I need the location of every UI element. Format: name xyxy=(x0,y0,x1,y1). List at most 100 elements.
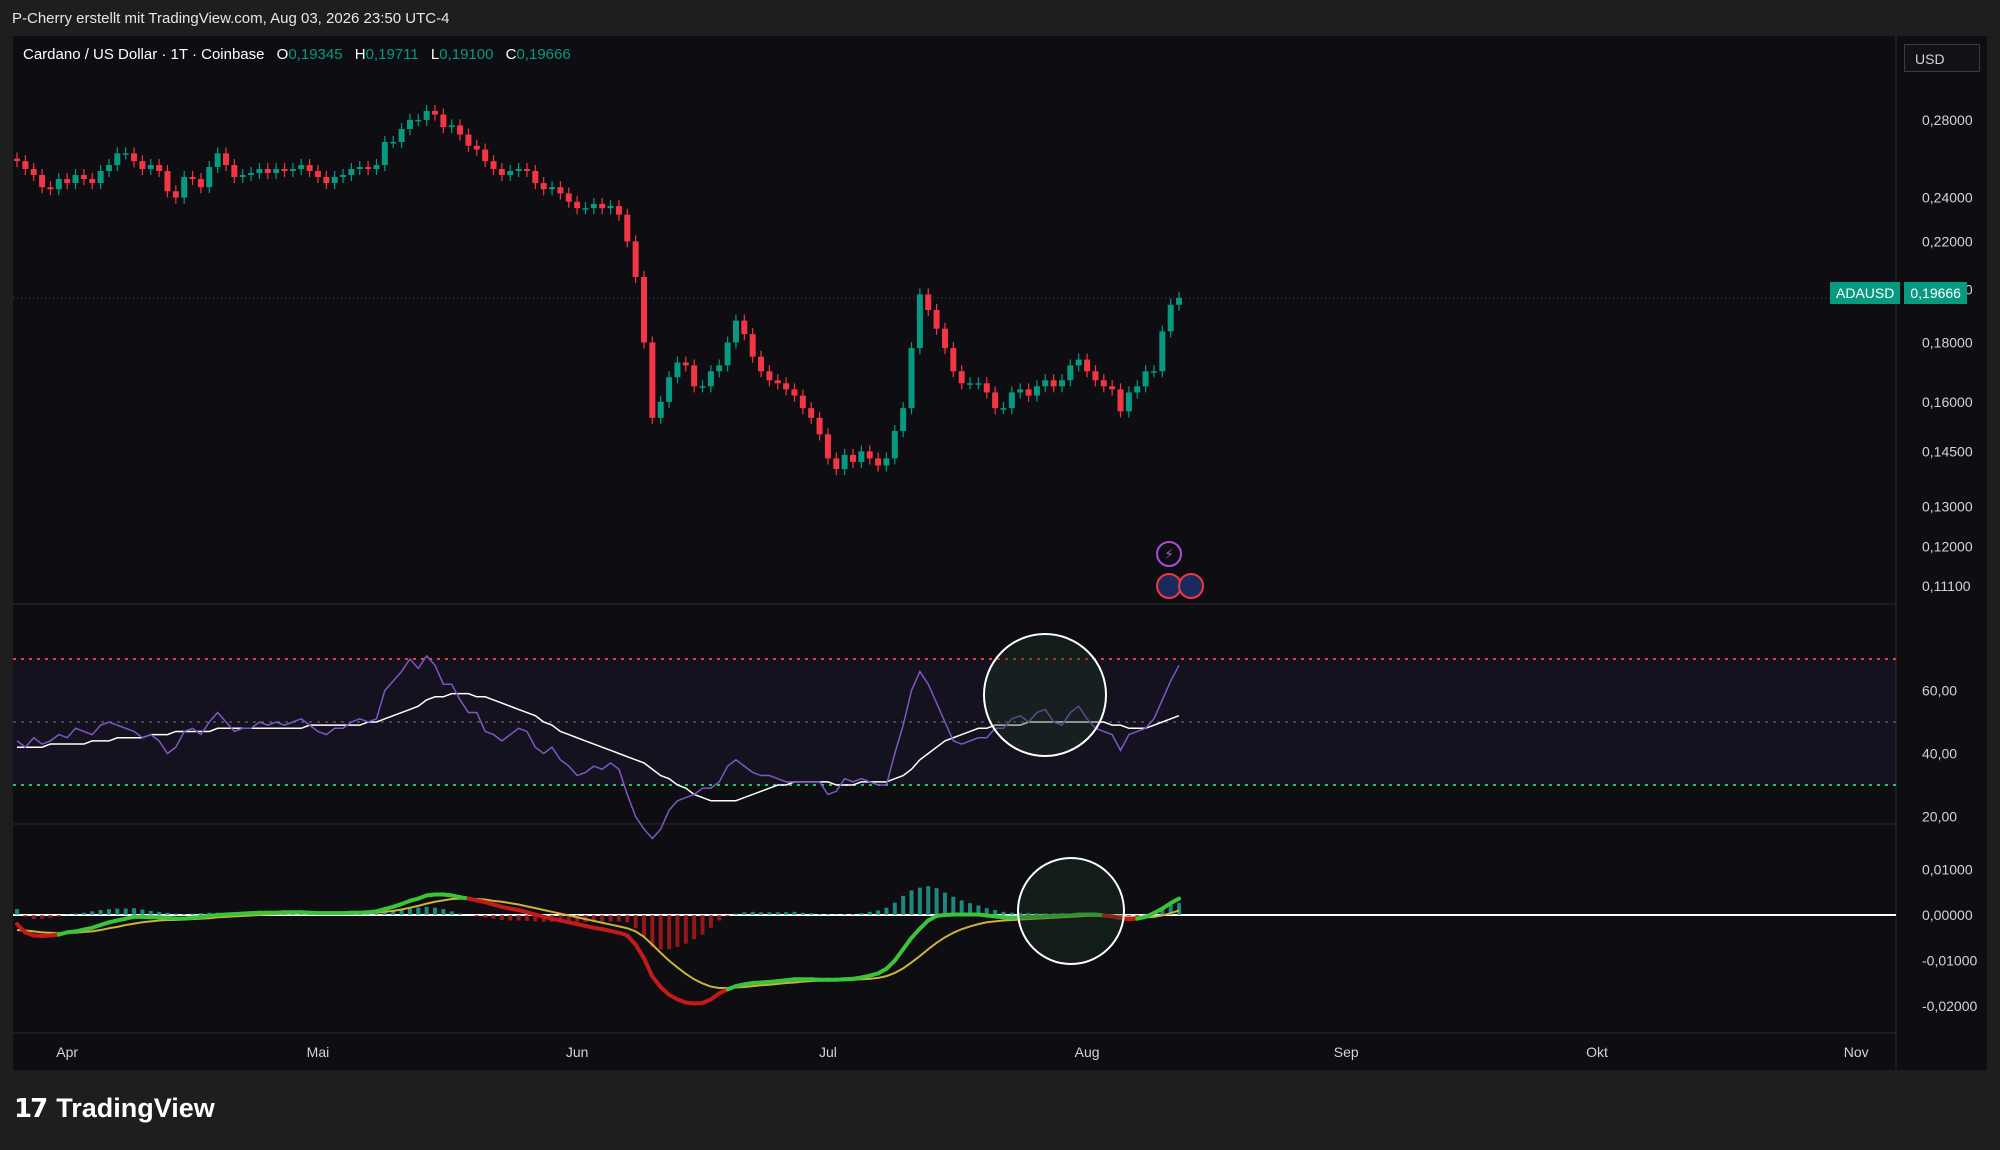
candle-body xyxy=(281,169,288,171)
candle-body xyxy=(105,165,112,171)
macd-histogram-bar xyxy=(207,912,212,915)
time-axis-label: Jul xyxy=(819,1044,837,1060)
currency-button[interactable]: USD xyxy=(1904,44,1980,72)
macd-histogram-bar xyxy=(842,914,847,915)
candle-body xyxy=(156,165,163,171)
candle-body xyxy=(1059,380,1065,387)
candle-body xyxy=(850,454,856,462)
rsi-ma-line xyxy=(17,692,1180,802)
candle-body xyxy=(231,165,238,178)
macd-histogram-bar xyxy=(733,913,738,915)
chart-canvas[interactable]: 0,280000,240000,220000,200000,180000,160… xyxy=(13,36,1987,1070)
macd-axis-label: -0,01000 xyxy=(1922,953,1977,969)
macd-histogram-bar xyxy=(633,915,638,929)
candle-body xyxy=(14,158,20,162)
macd-axis-label: -0,02000 xyxy=(1922,998,1977,1014)
macd-histogram-bar xyxy=(942,892,947,915)
candle-body xyxy=(390,141,397,144)
time-axis-label: Apr xyxy=(56,1044,78,1060)
candle-body xyxy=(791,389,798,396)
macd-histogram-bar xyxy=(725,915,730,917)
macd-histogram-bar xyxy=(1001,911,1006,915)
candle-body xyxy=(1092,371,1099,381)
macd-histogram-bar xyxy=(1043,913,1048,915)
candle-body xyxy=(1084,359,1091,372)
candle-body xyxy=(331,177,338,184)
candle-body xyxy=(473,145,480,150)
close-value: 0,19666 xyxy=(516,46,571,63)
candle-body xyxy=(264,169,271,173)
candle-body xyxy=(356,167,363,170)
candle-body xyxy=(498,169,505,175)
candle-body xyxy=(1067,365,1074,381)
price-axis-label: 0,28000 xyxy=(1922,112,1973,128)
chart-credit: P-Cherry erstellt mit TradingView.com, A… xyxy=(12,10,450,27)
macd-histogram-bar xyxy=(40,915,45,919)
rsi-line xyxy=(16,654,1180,840)
macd-histogram-bar xyxy=(876,910,881,915)
candle-body xyxy=(273,169,280,173)
candle-body xyxy=(691,365,698,387)
candle-body xyxy=(858,451,865,462)
price-axis-label: 0,11100 xyxy=(1922,578,1971,594)
macd-histogram-bar xyxy=(667,915,672,950)
macd-histogram-bar xyxy=(901,895,906,915)
candle-body xyxy=(507,170,514,175)
candle-body xyxy=(975,383,982,385)
rsi-axis-label: 20,00 xyxy=(1922,809,1957,825)
candle-body xyxy=(181,177,188,198)
candle-body xyxy=(223,153,229,166)
candle-body xyxy=(615,206,622,215)
macd-histogram-bar xyxy=(625,915,630,923)
candle-body xyxy=(248,172,255,175)
macd-histogram-bar xyxy=(809,913,814,915)
macd-histogram-bar xyxy=(458,913,463,915)
price-axis-label: 0,18000 xyxy=(1922,334,1973,350)
candle-body xyxy=(139,161,146,170)
candle-body xyxy=(875,458,882,466)
rsi-axis-label: 60,00 xyxy=(1922,683,1957,699)
candle-body xyxy=(1042,380,1049,387)
macd-histogram-bar xyxy=(516,915,521,921)
macd-histogram-bar xyxy=(867,911,872,915)
candle-body xyxy=(348,169,355,175)
high-label: H xyxy=(354,46,366,63)
candle-body xyxy=(632,241,639,277)
candle-body xyxy=(64,179,71,184)
candle-body xyxy=(532,170,539,184)
tradingview-logo[interactable]: 17 TradingView xyxy=(14,1093,215,1124)
candle-body xyxy=(1117,389,1124,412)
macd-histogram-bar xyxy=(132,908,137,915)
macd-histogram-bar xyxy=(173,913,178,915)
candle-body xyxy=(1142,371,1149,387)
candle-body xyxy=(967,383,974,385)
macd-line-segment xyxy=(1168,896,1182,906)
us-flag-event-icon xyxy=(1178,573,1205,599)
candle-body xyxy=(97,170,104,184)
price-tag-value: 0,19666 xyxy=(1904,282,1967,304)
candle-body xyxy=(1033,386,1040,396)
candle-body xyxy=(314,170,321,178)
candle-body xyxy=(147,165,154,170)
candle-body xyxy=(758,356,765,372)
candle-body xyxy=(164,170,171,192)
macd-axis-label: 0,00000 xyxy=(1922,907,1973,923)
rsi-axis-label: 40,00 xyxy=(1922,746,1957,762)
candle-body xyxy=(239,174,246,178)
macd-histogram-bar xyxy=(190,913,195,915)
price-axis-label: 0,14500 xyxy=(1922,443,1973,459)
macd-histogram-bar xyxy=(31,915,36,920)
macd-histogram-bar xyxy=(800,912,805,915)
macd-histogram-bar xyxy=(73,913,78,915)
candle-body xyxy=(900,408,907,431)
tradingview-brand: TradingView xyxy=(56,1093,215,1123)
candle-body xyxy=(72,174,79,184)
candle-body xyxy=(557,187,564,194)
macd-histogram-bar xyxy=(115,908,120,915)
macd-signal-line xyxy=(16,897,1180,989)
time-axis-label: Okt xyxy=(1586,1044,1608,1060)
chart-frame[interactable]: 0,280000,240000,220000,200000,180000,160… xyxy=(13,36,1987,1070)
macd-histogram-bar xyxy=(382,912,387,915)
candle-body xyxy=(256,169,263,173)
time-axis-label: Jun xyxy=(566,1044,589,1060)
